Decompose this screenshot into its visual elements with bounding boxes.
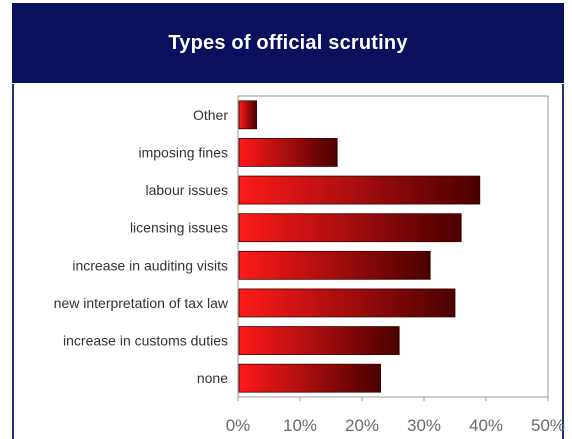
bar	[238, 213, 462, 243]
bar	[238, 138, 338, 167]
x-tick-label: 10%	[283, 416, 317, 435]
category-label: imposing fines	[139, 144, 229, 160]
x-tick-label: 0%	[226, 416, 251, 435]
bar	[238, 288, 456, 318]
category-label: licensing issues	[130, 220, 228, 236]
category-label: Other	[193, 107, 228, 123]
x-tick-label: 50%	[531, 416, 565, 435]
category-label: none	[197, 370, 228, 386]
bar	[238, 250, 431, 280]
bar	[238, 363, 382, 393]
category-label: increase in auditing visits	[72, 257, 228, 273]
x-tick-label: 20%	[345, 416, 379, 435]
x-tick-label: 30%	[407, 416, 441, 435]
category-label: new interpretation of tax law	[54, 295, 229, 311]
title-banner: Types of official scrutiny	[12, 3, 564, 83]
bar	[238, 175, 481, 205]
x-tick-label: 40%	[469, 416, 503, 435]
chart-title: Types of official scrutiny	[168, 31, 408, 54]
plot-area-frame	[237, 95, 549, 398]
category-label: labour issues	[146, 182, 229, 198]
category-label: increase in customs duties	[63, 333, 228, 349]
bar	[238, 326, 400, 355]
bar	[238, 100, 258, 130]
